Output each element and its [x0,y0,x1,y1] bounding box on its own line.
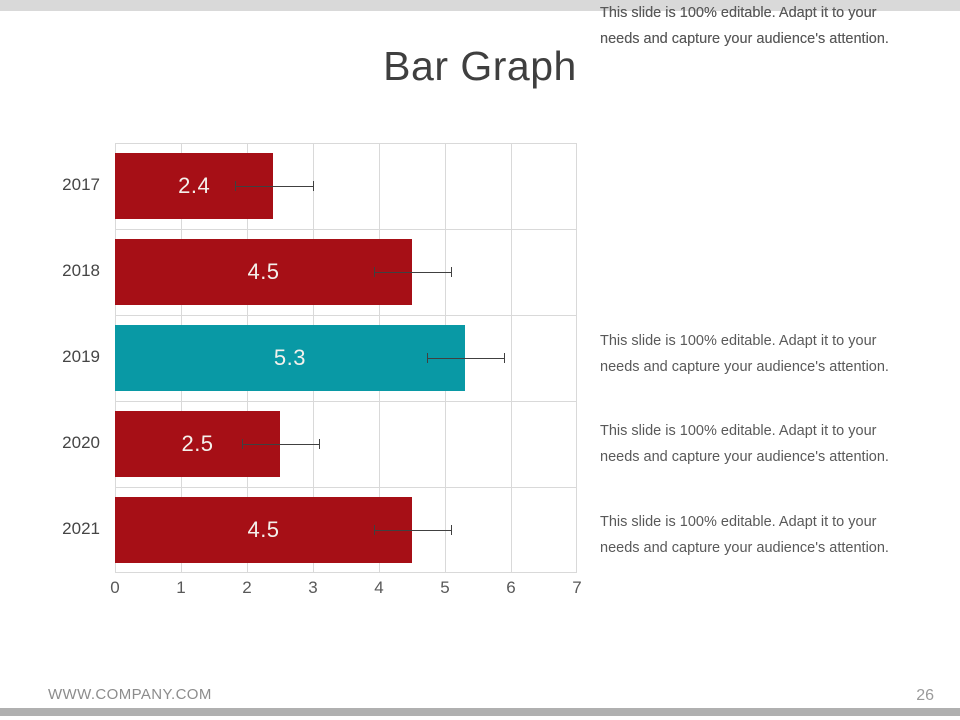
gridline-horizontal [115,487,577,488]
x-tick-label: 5 [440,578,450,597]
editable-note-line: needs and capture your audience's attent… [600,31,889,47]
gridline-horizontal [115,229,577,230]
editable-note-4: This slide is 100% editable. Adapt it to… [600,0,940,52]
bar-value-label: 2.5 [181,431,214,456]
x-tick-label: 2 [242,578,252,597]
category-label: 2017 [62,175,100,194]
gridline-horizontal [115,572,577,573]
gridline-vertical [576,143,577,573]
bar-value-label: 5.3 [273,345,306,370]
error-bar-line [242,444,320,445]
error-bar-line [374,530,452,531]
gridline-horizontal [115,143,577,144]
error-bar-line [374,272,452,273]
x-tick-label: 3 [308,578,318,597]
error-bar [373,267,453,277]
slide-title: Bar Graph [383,43,577,90]
editable-note-line: This slide is 100% editable. Adapt it to… [600,514,877,530]
editable-note-line: needs and capture your audience's attent… [600,540,889,556]
error-bar-line [236,186,313,187]
editable-note-2: This slide is 100% editable. Adapt it to… [600,418,940,470]
bar: 4.5 [115,239,412,305]
page-number: 26 [916,687,934,704]
gridline-vertical [511,143,512,573]
x-tick-label: 6 [506,578,516,597]
x-tick-label: 1 [176,578,186,597]
editable-note-line: This slide is 100% editable. Adapt it to… [600,5,877,21]
x-tick-label: 7 [572,578,582,597]
footer-website: WWW.COMPANY.COM [48,686,212,703]
category-label: 2020 [62,433,100,452]
error-bar-line [427,358,505,359]
bar-value-label: 4.5 [247,517,280,542]
bar: 4.5 [115,497,412,563]
bar: 2.4 [115,153,274,219]
editable-note-line: This slide is 100% editable. Adapt it to… [600,423,877,439]
plot-area: 2.4 4.5 5.3 2.5 4.5 [115,143,577,573]
editable-note-line: This slide is 100% editable. Adapt it to… [600,333,877,349]
bar: 5.3 [115,325,465,391]
error-bar [241,439,321,449]
error-bar [373,525,453,535]
top-accent-strip [0,0,960,11]
editable-note-line: needs and capture your audience's attent… [600,31,889,47]
editable-note-1: This slide is 100% editable. Adapt it to… [600,328,940,380]
bar-value-label: 4.5 [247,259,280,284]
editable-note-5: This slide is 100% editable. Adapt it to… [600,0,940,52]
x-tick-label: 4 [374,578,384,597]
gridline-horizontal [115,315,577,316]
category-label: 2019 [62,347,100,366]
error-bar [426,353,506,363]
editable-note-line: needs and capture your audience's attent… [600,359,889,375]
bar-value-label: 2.4 [178,173,211,198]
editable-note-line: This slide is 100% editable. Adapt it to… [600,5,877,21]
editable-note-line: needs and capture your audience's attent… [600,449,889,465]
editable-note-3: This slide is 100% editable. Adapt it to… [600,509,940,561]
gridline-horizontal [115,401,577,402]
error-bar [235,181,314,191]
category-label: 2018 [62,261,100,280]
category-label: 2021 [62,519,100,538]
bottom-accent-strip [0,708,960,716]
x-tick-label: 0 [110,578,120,597]
